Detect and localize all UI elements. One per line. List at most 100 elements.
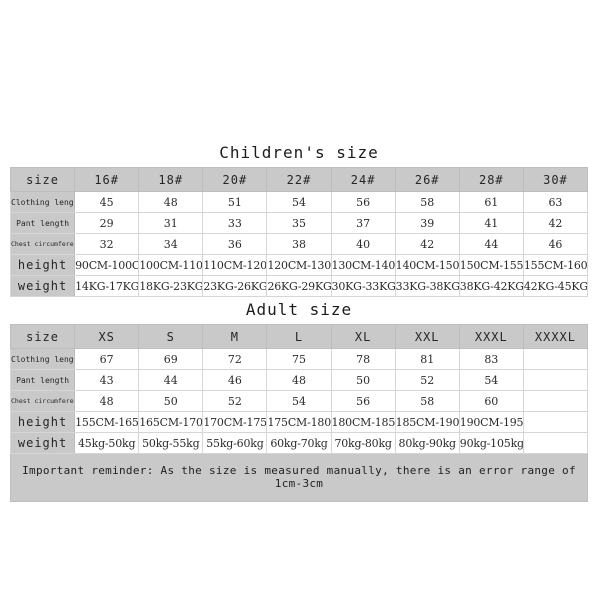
adult-cell: 175CM-180CM (266, 411, 332, 433)
adult-cell: 43 (74, 369, 140, 391)
children-row-label: weight (9, 275, 76, 297)
adult-cell: 54 (266, 390, 332, 412)
children-cell: 90CM-100CM (74, 254, 140, 276)
children-column-header: 30# (522, 167, 589, 192)
children-size-label: size (9, 167, 76, 192)
adult-cell: 60 (458, 390, 524, 412)
children-cell: 42 (394, 233, 460, 255)
size-chart-container: Children's size size 16# 18# 20# 22# 24# 26# 28… (9, 140, 589, 502)
adult-size-label: size (9, 324, 76, 349)
adult-cell: 45kg-50kg (74, 432, 140, 454)
adult-column-header: XXXXL (522, 324, 589, 349)
adult-cell: 48 (74, 390, 140, 412)
children-cell: 33KG-38KG (394, 275, 460, 297)
children-cell: 58 (394, 191, 460, 213)
children-cell: 150CM-155CM (458, 254, 524, 276)
adult-row: Pant length 43 44 46 48 50 52 54 (9, 369, 589, 391)
children-cell: 45 (74, 191, 140, 213)
children-column-header: 20# (202, 167, 268, 192)
adult-row-label: Pant length (9, 369, 76, 391)
children-column-header: 16# (74, 167, 140, 192)
children-cell: 63 (522, 191, 589, 213)
children-cell: 100CM-110CM (138, 254, 204, 276)
adult-cell: 54 (458, 369, 524, 391)
children-row-label: Chest circumference 1/2 (9, 233, 76, 255)
adult-cell: 46 (202, 369, 268, 391)
adult-cell: 67 (74, 348, 140, 370)
children-cell: 46 (522, 233, 589, 255)
children-header-row: size 16# 18# 20# 22# 24# 26# 28# 30# (9, 167, 589, 192)
children-row: Chest circumference 1/23234363840424446 (9, 233, 589, 255)
children-cell: 39 (394, 212, 460, 234)
adult-row-label: Chest circumference 1/2 (9, 390, 76, 412)
children-cell: 42 (522, 212, 589, 234)
adult-cell: 83 (458, 348, 524, 370)
children-cell: 29 (74, 212, 140, 234)
children-cell: 31 (138, 212, 204, 234)
children-row: Pant length 29 31 33 35 37 39 41 42 (9, 212, 589, 234)
children-cell: 32 (74, 233, 140, 255)
adult-cell: 70kg-80kg (330, 432, 396, 454)
children-cell: 36 (202, 233, 268, 255)
adult-cell (522, 411, 589, 433)
adult-cell: 52 (202, 390, 268, 412)
adult-cell: 165CM-170CM (138, 411, 204, 433)
children-table-body: size 16# 18# 20# 22# 24# 26# 28# 30# Clothing len… (9, 167, 589, 297)
children-row-label: Clothing length (9, 191, 76, 213)
children-row-label: Pant length (9, 212, 76, 234)
children-column-header: 22# (266, 167, 332, 192)
adult-row: weight 45kg-50kg 50kg-55kg 55kg-60kg 60kg-70… (9, 432, 589, 454)
children-cell: 56 (330, 191, 396, 213)
adult-cell (522, 432, 589, 454)
children-column-header: 28# (458, 167, 524, 192)
adult-size-title: Adult size (10, 297, 588, 324)
children-column-header: 26# (394, 167, 460, 192)
children-cell: 42KG-45KG (522, 275, 589, 297)
adult-cell: 52 (394, 369, 460, 391)
adult-column-header: M (202, 324, 268, 349)
children-row: height90CM-100CM100CM-110CM110CM-120CM12… (9, 254, 589, 276)
adult-cell: 90kg-105kg (458, 432, 524, 454)
adult-row: Clothing length67697275788183 (9, 348, 589, 370)
adult-cell: 170CM-175CM (202, 411, 268, 433)
adult-cell: 48 (266, 369, 332, 391)
adult-header-row: size XS S M L XL XXL XXXL XXXXL (9, 324, 589, 349)
adult-cell: 72 (202, 348, 268, 370)
children-cell: 14KG-17KG (74, 275, 140, 297)
children-cell: 140CM-150CM (394, 254, 460, 276)
children-cell: 130CM-140CM (330, 254, 396, 276)
children-cell: 34 (138, 233, 204, 255)
adult-column-header: XXL (394, 324, 460, 349)
children-cell: 33 (202, 212, 268, 234)
children-cell: 48 (138, 191, 204, 213)
adult-cell (522, 369, 589, 391)
adult-cell: 75 (266, 348, 332, 370)
children-cell: 30KG-33KG (330, 275, 396, 297)
children-cell: 40 (330, 233, 396, 255)
important-reminder-note: Important reminder: As the size is measu… (10, 454, 588, 502)
adult-row-label: height (9, 411, 76, 433)
children-cell: 155CM-160CM (522, 254, 589, 276)
adult-cell: 180CM-185CM (330, 411, 396, 433)
children-cell: 54 (266, 191, 332, 213)
adult-cell: 80kg-90kg (394, 432, 460, 454)
adult-cell: 56 (330, 390, 396, 412)
children-row: Clothing length4548515456586163 (9, 191, 589, 213)
adult-cell: 81 (394, 348, 460, 370)
children-size-table: size 16# 18# 20# 22# 24# 26# 28# 30# Clothing len… (9, 167, 589, 297)
children-cell: 44 (458, 233, 524, 255)
children-cell: 26KG-29KG (266, 275, 332, 297)
adult-cell: 185CM-190CM (394, 411, 460, 433)
children-row-label: height (9, 254, 76, 276)
adult-cell: 44 (138, 369, 204, 391)
children-column-header: 18# (138, 167, 204, 192)
adult-cell (522, 348, 589, 370)
adult-cell: 69 (138, 348, 204, 370)
adult-row-label: Clothing length (9, 348, 76, 370)
adult-cell: 50 (138, 390, 204, 412)
adult-column-header: XS (74, 324, 140, 349)
adult-row: height155CM-165CM165CM-170CM170CM-175CM1… (9, 411, 589, 433)
adult-row-label: weight (9, 432, 76, 454)
